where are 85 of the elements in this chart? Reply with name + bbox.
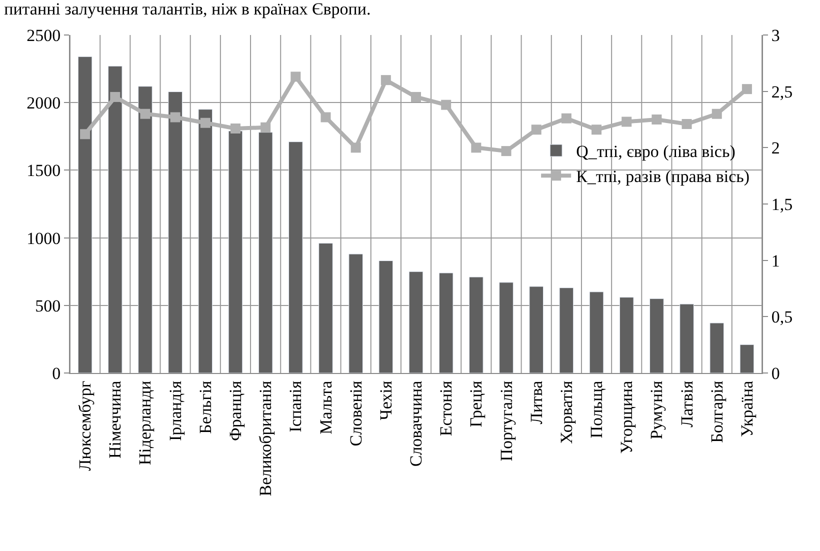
point: [682, 119, 692, 130]
point: [200, 118, 210, 128]
x-tick-label: Греція: [466, 380, 486, 428]
y-tick-label: 0: [52, 364, 61, 383]
point: [652, 114, 662, 124]
chart-title: питанні залучення талантів, ніж в країнах Європи.: [4, 0, 371, 19]
bar: [348, 254, 363, 373]
x-tick-label: Нідерланди: [136, 380, 155, 466]
y2-tick-label: 2,5: [771, 82, 793, 102]
legend-label: К_тпі, разів (права вісь): [576, 167, 750, 186]
x-tick-label: Латвія: [677, 380, 696, 428]
y2-tick-label: 3: [771, 26, 780, 45]
x-tick-label: Угорщина: [617, 380, 636, 454]
point: [411, 92, 421, 102]
point: [140, 108, 150, 119]
point: [441, 100, 452, 110]
point: [350, 142, 361, 153]
bar: [438, 272, 454, 373]
point: [170, 112, 180, 122]
bar: [589, 292, 604, 373]
x-tick-label: Хорватія: [556, 380, 576, 444]
point: [260, 122, 271, 132]
y2-tick-label: 1: [771, 251, 780, 270]
point: [471, 142, 482, 153]
point: [501, 146, 512, 156]
x-tick-label: Польща: [587, 380, 606, 438]
point: [592, 124, 602, 135]
point: [531, 124, 542, 135]
x-tick-label: Мальта: [316, 380, 336, 434]
y-tick-label: 1000: [26, 228, 61, 248]
x-tick-label: Іспанія: [286, 380, 306, 432]
bar: [198, 109, 213, 373]
legend-label: Q_тпі, євро (ліва вісь): [576, 142, 736, 162]
y-tick-label: 2500: [26, 26, 61, 45]
point: [712, 108, 722, 119]
point: [110, 92, 120, 102]
point: [561, 113, 572, 124]
bar: [408, 271, 424, 373]
bar: [108, 66, 122, 373]
x-tick-label: Чехія: [376, 380, 396, 420]
bar: [680, 304, 694, 373]
point: [80, 129, 90, 140]
bar: [740, 344, 754, 373]
x-tick-label: Словенія: [346, 380, 366, 446]
point: [380, 75, 391, 86]
bar: [650, 298, 664, 373]
bar: [378, 260, 394, 373]
x-tick-label: Естонія: [436, 380, 456, 436]
x-tick-label: Болгарія: [707, 380, 726, 443]
bar: [499, 282, 514, 373]
x-tick-label: Бельгія: [196, 380, 215, 434]
x-tick-label: Ірландія: [166, 380, 185, 442]
x-tick-label: Португалія: [496, 380, 516, 462]
point: [742, 84, 752, 94]
bar: [619, 297, 634, 373]
bar: [258, 132, 273, 373]
y-tick-label: 1500: [26, 161, 61, 180]
x-tick-label: Великобританія: [256, 380, 276, 496]
bar: [469, 276, 484, 373]
x-tick-label: Німеччина: [106, 380, 125, 459]
y2-tick-label: 0,5: [771, 308, 793, 327]
x-tick-label: Литва: [526, 380, 546, 424]
bar: [138, 86, 152, 373]
bar: [288, 142, 303, 373]
point: [320, 112, 331, 122]
y2-tick-label: 1,5: [771, 194, 793, 214]
bar: [318, 242, 333, 373]
x-tick-label: Румунія: [647, 380, 666, 440]
point: [622, 116, 632, 127]
bar: [168, 92, 182, 373]
x-tick-label: Франція: [226, 380, 246, 442]
y2-tick-label: 2: [771, 138, 780, 158]
bar: [228, 130, 243, 373]
point: [230, 124, 240, 134]
x-tick-label: Словаччина: [406, 380, 426, 467]
y2-tick-label: 0: [771, 364, 780, 383]
bar: [78, 56, 92, 373]
bar: [710, 322, 724, 373]
bar: [529, 286, 544, 373]
x-tick-label: Люксембург: [76, 380, 95, 471]
x-tick-label: Україна: [737, 380, 756, 438]
y-tick-label: 500: [35, 296, 61, 316]
bar: [559, 288, 574, 373]
point: [290, 72, 301, 82]
y-tick-label: 2000: [26, 94, 61, 113]
